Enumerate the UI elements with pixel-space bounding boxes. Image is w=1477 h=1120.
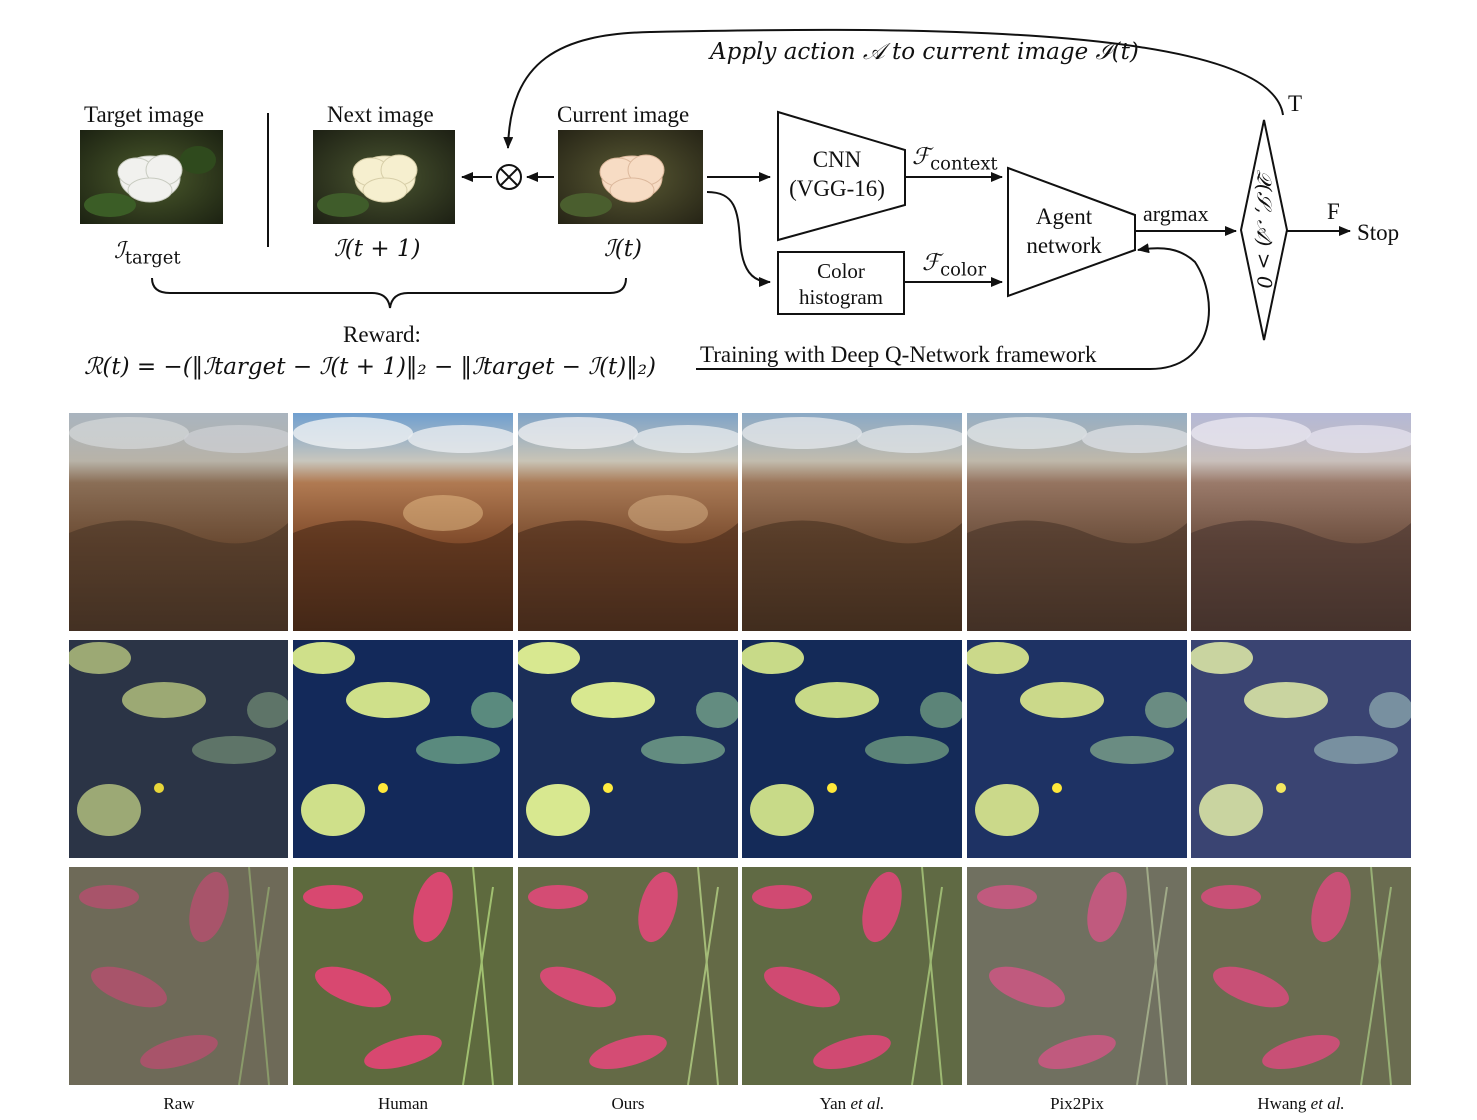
current-image — [558, 130, 703, 224]
agent-network-label: Agent network — [1026, 204, 1102, 258]
canyon-pix2pix — [967, 413, 1187, 631]
lily-ours — [518, 640, 738, 858]
false-label: F — [1327, 199, 1340, 224]
current-image-title: Current image — [557, 102, 690, 127]
argmax-label: argmax — [1143, 201, 1209, 226]
caption-pix2pix: Pix2Pix — [1050, 1094, 1104, 1113]
caption-hwang: Hwang et al. — [1257, 1094, 1345, 1113]
rose-picture — [313, 130, 455, 224]
f-context-label: ℱcontext — [912, 144, 998, 175]
f-color-label: ℱcolor — [922, 250, 987, 281]
target-symbol: ℐtarget — [114, 238, 181, 269]
training-label: Training with Deep Q-Network framework — [700, 342, 1097, 367]
lily-pix2pix — [967, 640, 1187, 858]
rose-picture — [80, 130, 223, 224]
leaves-pix2pix — [967, 867, 1187, 1085]
target-image-title: Target image — [84, 102, 204, 127]
canyon-yan — [742, 413, 962, 631]
caption-yan: Yan et al. — [819, 1094, 885, 1113]
decision-diamond — [1239, 119, 1289, 341]
leaves-hwang — [1191, 867, 1411, 1085]
target-image — [80, 130, 223, 224]
canyon-human — [293, 413, 513, 631]
reward-brace — [151, 277, 627, 309]
lily-raw — [69, 640, 288, 858]
cnn-block — [777, 110, 906, 242]
training-arrow — [696, 243, 1210, 370]
histogram-label: Color histogram — [799, 259, 883, 310]
next-image-title: Next image — [327, 102, 434, 127]
caption-human: Human — [377, 1094, 429, 1113]
apply-action-label: Apply action 𝒜 to current image ℐ(t) — [710, 39, 1139, 65]
leaves-ours — [518, 867, 738, 1085]
lily-yan — [742, 640, 962, 858]
rose-picture — [558, 130, 703, 224]
leaves-human — [293, 867, 513, 1085]
agent-network-block — [1007, 166, 1136, 298]
leaves-raw — [69, 867, 288, 1085]
current-symbol: ℐ(t) — [604, 236, 642, 262]
reward-formula: ℛ(t) = −(‖ℐtarget − ℐ(t + 1)‖₂ − ‖ℐtarge… — [84, 354, 656, 380]
caption-ours: Ours — [611, 1094, 645, 1113]
next-symbol: ℐ(t + 1) — [334, 236, 421, 262]
lily-hwang — [1191, 640, 1411, 858]
caption-raw: Raw — [163, 1094, 195, 1113]
histogram-block — [777, 251, 905, 315]
diagram-connectors — [151, 28, 1351, 370]
lily-human — [293, 640, 513, 858]
cnn-label: CNN (VGG-16) — [789, 147, 885, 201]
canyon-ours — [518, 413, 738, 631]
true-label: T — [1288, 91, 1303, 116]
stop-label: Stop — [1357, 220, 1400, 245]
apply-action-arrow — [503, 28, 1284, 149]
canyon-hwang — [1191, 413, 1411, 631]
reward-title: Reward: — [343, 322, 421, 347]
leaves-yan — [742, 867, 962, 1085]
next-image — [313, 130, 455, 224]
canyon-raw — [69, 413, 288, 631]
